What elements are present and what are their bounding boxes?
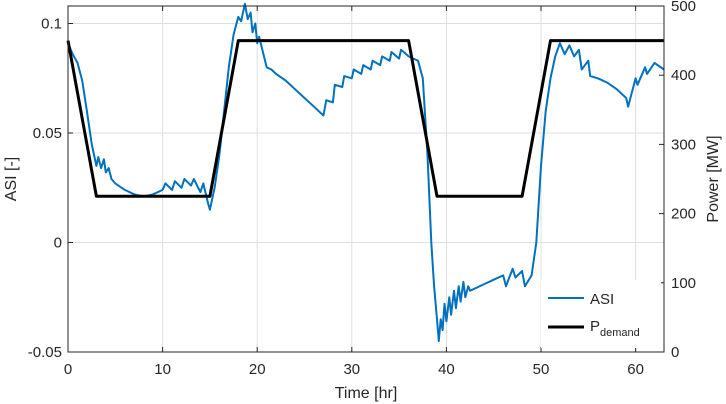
y-tick-label-right: 300 <box>671 136 696 153</box>
ticks <box>67 5 664 353</box>
legend-pdemand-main: P <box>590 318 600 335</box>
x-tick-label: 40 <box>438 361 455 378</box>
legend-box <box>541 280 661 348</box>
y-tick-label-left: 0.1 <box>41 16 62 33</box>
plot-frame <box>67 5 665 353</box>
x-tick-label: 60 <box>627 361 644 378</box>
x-tick-label: 20 <box>249 361 266 378</box>
y-tick-label-right: 100 <box>671 275 696 292</box>
y-axis-label-right: Power [MW] <box>705 135 722 222</box>
y-tick-label-right: 0 <box>671 344 679 361</box>
legend: ASI Pdemand <box>541 280 661 348</box>
x-tick-label: 0 <box>64 361 72 378</box>
series-line-p-demand <box>66 39 664 198</box>
legend-pdemand-sub: demand <box>600 327 640 339</box>
x-tick-label: 30 <box>343 361 360 378</box>
x-axis-label: Time [hr] <box>335 385 398 402</box>
y-tick-label-right: 400 <box>671 67 696 84</box>
y-tick-label-right: 500 <box>671 0 696 15</box>
y-tick-label-right: 200 <box>671 206 696 223</box>
y-axis-label-left: ASI [-] <box>3 157 20 201</box>
y-tick-label-left: 0 <box>54 235 62 252</box>
x-tick-label: 50 <box>533 361 550 378</box>
legend-pdemand-label: Pdemand <box>590 318 640 339</box>
tick-labels: 0 10 20 30 40 50 60-0.0500.050.101002003004005… <box>28 0 696 378</box>
y-tick-label-left: 0.05 <box>33 125 62 142</box>
x-tick-label: 10 <box>154 361 171 378</box>
legend-asi-label: ASI <box>590 291 614 308</box>
y-tick-label-left: -0.05 <box>28 344 62 361</box>
series-line-asi <box>67 2 665 343</box>
plot-lines <box>66 2 665 343</box>
